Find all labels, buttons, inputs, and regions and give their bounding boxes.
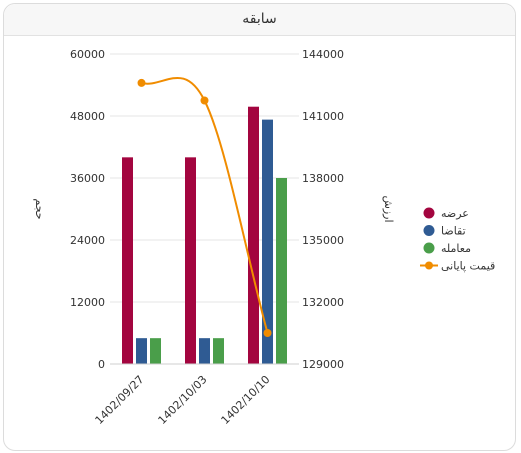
bar-3-2: [213, 338, 224, 364]
bar-2-2: [199, 338, 210, 364]
legend-swatch-1: [423, 207, 435, 219]
y-left-tick-label: 0: [98, 358, 105, 371]
legend-label-3: معامله: [441, 242, 471, 255]
bar-2-1: [136, 338, 147, 364]
x-tick-label: 1402/10/10: [219, 373, 273, 427]
legend-label-2: تقاضا: [441, 225, 466, 238]
y-left-tick-label: 24000: [70, 234, 105, 247]
bar-3-1: [150, 338, 161, 364]
bar-3-3: [276, 178, 287, 364]
price-line: [141, 76, 269, 334]
legend-swatch-3: [423, 242, 435, 254]
bar-2-3: [262, 119, 273, 364]
y-right-tick-label: 141000: [302, 110, 344, 123]
legend-swatch-2: [423, 225, 435, 236]
price-point-3: [263, 329, 272, 337]
price-point-2: [200, 96, 209, 105]
legend-point-marker: [425, 261, 433, 270]
legend-label-4: قیمت پایانی: [441, 260, 495, 273]
y-left-axis-title: حجم: [33, 198, 46, 219]
y-left-tick-label: 60000: [70, 48, 105, 61]
card-header: سابقه: [4, 4, 515, 36]
y-left-tick-label: 36000: [70, 172, 105, 185]
y-right-tick-label: 129000: [302, 358, 344, 371]
y-right-tick-label: 138000: [302, 172, 344, 185]
y-left-tick-label: 12000: [70, 296, 105, 309]
x-tick-label: 1402/09/27: [93, 373, 147, 427]
card-title: سابقه: [242, 11, 277, 27]
bar-1-1: [122, 157, 133, 364]
bar-1-2: [185, 157, 196, 364]
y-right-tick-label: 144000: [302, 48, 344, 61]
y-left-tick-label: 48000: [70, 110, 105, 123]
bar-1-3: [248, 106, 259, 364]
y-right-tick-label: 135000: [302, 234, 344, 247]
legend-label-1: عرضه: [441, 207, 469, 220]
x-tick-label: 1402/10/03: [156, 373, 210, 427]
y-right-axis-title: ارزش: [382, 195, 395, 222]
price-point-1: [137, 78, 146, 87]
y-right-tick-label: 132000: [302, 296, 344, 309]
